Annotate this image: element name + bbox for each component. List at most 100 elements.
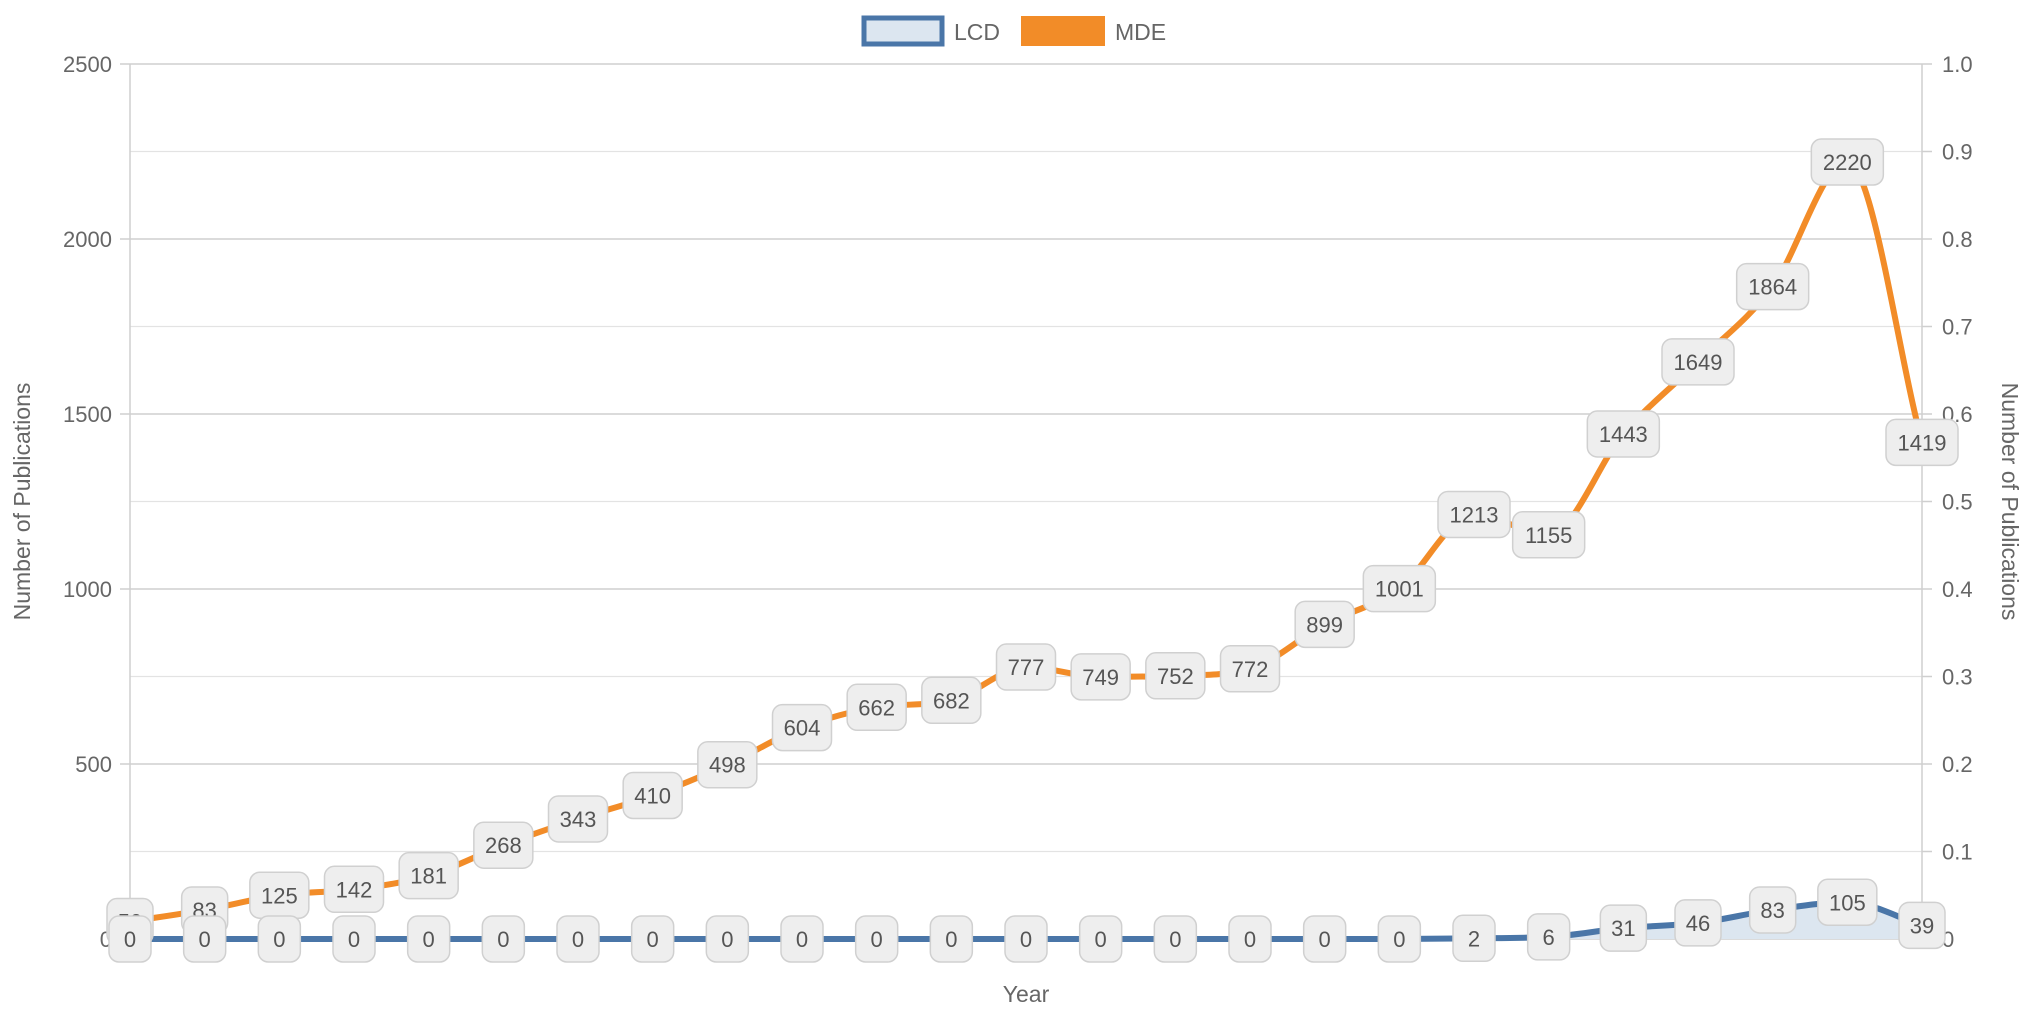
data-label-value: 0	[273, 927, 285, 952]
data-label-mde: 899	[1294, 600, 1355, 649]
data-label-value: 2220	[1823, 150, 1872, 175]
data-label-value: 0	[871, 927, 883, 952]
data-label-box	[1153, 915, 1198, 963]
data-label-lcd: 105	[1817, 878, 1878, 926]
data-label-box	[547, 795, 609, 843]
data-label-box	[398, 851, 459, 900]
data-label-lcd: 0	[1078, 915, 1123, 963]
data-label-mde: 682	[921, 676, 982, 725]
data-label-box	[473, 821, 534, 869]
legend-item-lcd: LCD	[861, 15, 1000, 47]
data-label-mde: 604	[771, 703, 833, 752]
legend: LCD MDE	[861, 15, 1166, 47]
data-label-value: 142	[336, 877, 373, 902]
data-label-value: 31	[1611, 916, 1635, 941]
data-label-box	[921, 676, 982, 725]
left-tick-label: 500	[75, 752, 112, 777]
data-label-value: 1213	[1450, 502, 1499, 527]
legend-label-mde: MDE	[1115, 19, 1166, 45]
data-label-box	[108, 915, 152, 963]
data-label-value: 0	[1020, 927, 1032, 952]
right-tick-label: 0.8	[1942, 227, 1973, 252]
data-label-box	[1810, 138, 1885, 186]
data-label-lcd: 0	[108, 915, 152, 963]
data-label-mde: 498	[697, 740, 758, 789]
data-label-box	[1817, 878, 1878, 926]
data-label-value: 682	[933, 688, 970, 713]
data-label-box	[1526, 913, 1571, 961]
data-label-lcd: 0	[705, 915, 750, 963]
data-label-mde: 1649	[1661, 338, 1735, 386]
data-label-value: 1443	[1599, 422, 1648, 447]
legend-swatch-mde	[1021, 16, 1105, 46]
data-label-box	[1004, 915, 1048, 963]
data-label-value: 268	[485, 833, 522, 858]
data-label-value: 0	[199, 927, 211, 952]
data-label-lcd: 6	[1526, 913, 1571, 961]
left-tick-label: 1000	[63, 577, 112, 602]
data-label-box	[1294, 600, 1355, 649]
data-label-value: 181	[410, 864, 447, 889]
data-label-box	[1898, 901, 1946, 950]
data-label-value: 0	[945, 927, 957, 952]
data-label-box	[1070, 653, 1131, 701]
right-tick-label: 0.7	[1942, 315, 1973, 340]
data-label-mde: 410	[622, 771, 683, 820]
data-label-value: 0	[647, 927, 659, 952]
data-label-box	[182, 915, 227, 963]
data-label-box	[1078, 915, 1123, 963]
data-label-box	[556, 915, 600, 963]
data-label-value: 1155	[1525, 523, 1572, 548]
data-label-box	[481, 915, 526, 963]
data-label-value: 2	[1468, 926, 1480, 951]
legend-item-mde: MDE	[1021, 16, 1166, 46]
data-label-lcd: 0	[257, 915, 302, 963]
y-axis-title-left: Number of Publications	[9, 383, 35, 621]
data-label-box	[1735, 262, 1810, 311]
data-label-value: 0	[124, 927, 136, 952]
data-label-lcd: 0	[481, 915, 526, 963]
data-label-value: 772	[1232, 657, 1269, 682]
data-label-mde: 268	[473, 821, 534, 869]
data-label-lcd: 0	[1228, 915, 1272, 963]
legend-swatch-lcd	[861, 15, 945, 47]
data-label-value: 0	[1169, 927, 1181, 952]
data-label-mde: 142	[323, 865, 385, 914]
data-label-lcd: 0	[332, 915, 376, 963]
data-label-mde: 181	[398, 851, 459, 900]
x-axis-title: Year	[1003, 981, 1050, 1007]
data-label-box	[1885, 418, 1959, 467]
legend-label-lcd: LCD	[954, 19, 1000, 45]
data-label-value: 0	[1319, 927, 1331, 952]
data-label-value: 0	[796, 927, 808, 952]
data-label-value: 410	[634, 784, 671, 809]
data-label-box	[1377, 915, 1422, 963]
data-label-lcd: 31	[1599, 904, 1648, 952]
right-tick-label: 0.3	[1942, 665, 1973, 690]
data-label-value: 1419	[1898, 430, 1947, 455]
data-label-box	[1661, 338, 1735, 386]
right-tick-label: 0.9	[1942, 140, 1973, 165]
data-label-value: 0	[423, 927, 435, 952]
left-tick-label: 1500	[63, 402, 112, 427]
data-label-value: 6	[1543, 925, 1555, 950]
data-label-value: 662	[858, 695, 895, 720]
data-label-box	[1748, 886, 1797, 934]
data-label-value: 1001	[1375, 577, 1424, 602]
data-label-lcd: 0	[854, 915, 899, 963]
data-label-box	[1674, 899, 1722, 947]
data-label-mde: 343	[547, 795, 609, 843]
data-label-value: 125	[261, 883, 298, 908]
data-label-box	[1302, 915, 1347, 963]
data-label-box	[1452, 914, 1496, 963]
data-label-mde: 1213	[1437, 490, 1511, 539]
left-tick-label: 2500	[63, 52, 112, 77]
right-tick-label: 0.2	[1942, 752, 1973, 777]
data-label-value: 0	[1244, 927, 1256, 952]
data-label-value: 343	[560, 807, 597, 832]
data-label-box	[1511, 511, 1586, 559]
data-label-lcd: 0	[406, 915, 451, 963]
y-axis-title-right: Number of Publications	[1997, 383, 2023, 621]
